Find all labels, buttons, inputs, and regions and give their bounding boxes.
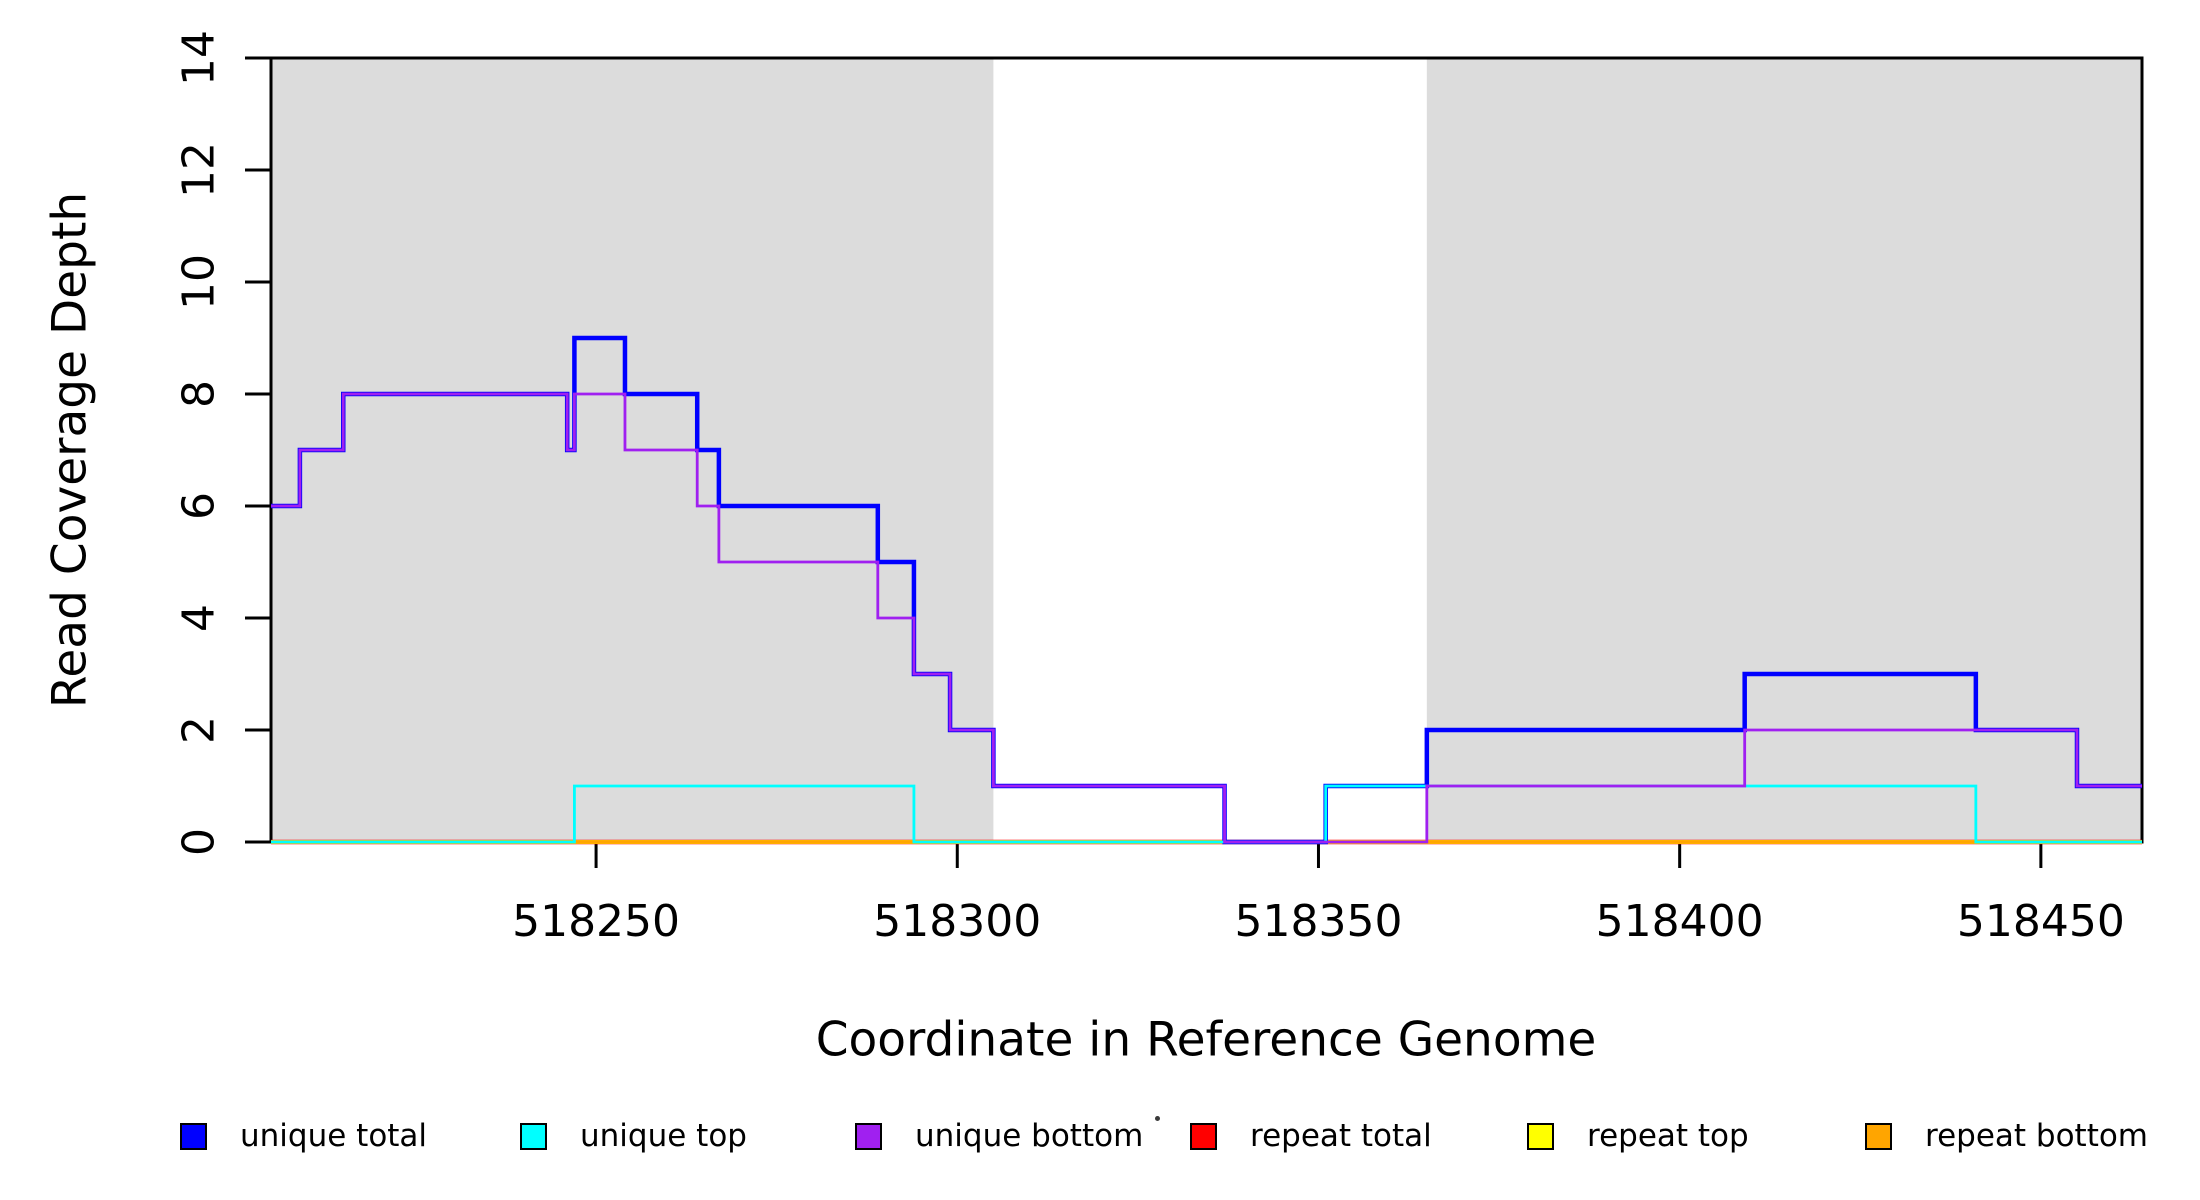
x-tick-label: 518400 [1595,896,1764,947]
legend-swatch-repeat-total [1190,1122,1217,1150]
legend-label: unique total [240,1118,428,1154]
x-tick-label: 518350 [1234,896,1403,947]
y-axis-title: Read Coverage Depth [42,191,98,709]
y-tick-label: 0 [173,828,225,856]
legend-item-unique-top: unique top [520,1118,747,1154]
y-tick-label: 8 [173,380,225,408]
series-line-unique-top [271,784,2142,844]
series-line-unique-bottom [271,392,2142,844]
x-tick-label: 518300 [873,896,1042,947]
legend-label: unique bottom [915,1118,1144,1154]
legend-item-unique-bottom: unique bottom [855,1118,1143,1154]
y-tick-label: 2 [173,716,225,744]
legend-item-repeat-total: repeat total [1190,1118,1432,1154]
legend-item-repeat-top: repeat top [1527,1118,1749,1154]
y-tick-label: 4 [173,604,225,632]
legend-label: repeat bottom [1925,1118,2149,1154]
legend-item-repeat-bottom: repeat bottom [1865,1118,2148,1154]
x-tick-label: 518250 [512,896,681,947]
legend-label: repeat top [1587,1118,1749,1154]
legend-swatch-unique-bottom [855,1122,882,1150]
legend-label: unique top [580,1118,747,1154]
legend-swatch-repeat-bottom [1865,1122,1892,1150]
legend-swatch-unique-total [180,1122,207,1150]
x-tick-label: 518450 [1956,896,2125,947]
legend-swatch-repeat-top [1527,1122,1554,1150]
stray-dot [1155,1116,1160,1121]
x-axis-title: Coordinate in Reference Genome [815,1012,1597,1068]
repeat-region-shading [1426,58,2142,842]
y-tick-label: 14 [173,30,225,86]
y-tick-label: 12 [173,142,225,198]
legend-swatch-unique-top [520,1122,547,1150]
legend-item-unique-total: unique total [180,1118,427,1154]
y-tick-label: 6 [173,492,225,520]
legend: unique total unique top unique bottom repea… [0,1118,2200,1158]
legend-label: repeat total [1250,1118,1432,1154]
y-tick-label: 10 [173,254,225,310]
